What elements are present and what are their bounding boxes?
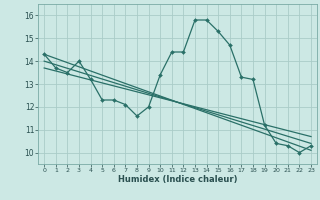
X-axis label: Humidex (Indice chaleur): Humidex (Indice chaleur) [118,175,237,184]
